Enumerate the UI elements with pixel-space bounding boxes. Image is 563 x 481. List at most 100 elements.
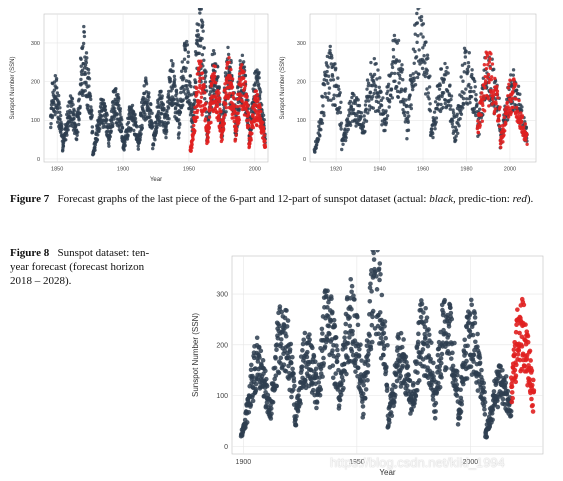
actual-point (414, 70, 418, 74)
actual-point (490, 407, 496, 413)
x-tick-label: 1940 (373, 167, 385, 173)
actual-point (342, 335, 347, 340)
prediction-point (497, 113, 502, 118)
actual-point (313, 366, 319, 372)
actual-point (318, 387, 324, 392)
actual-point (463, 61, 467, 66)
actual-point (216, 75, 220, 79)
actual-point (390, 62, 394, 67)
actual-point (371, 257, 377, 262)
actual-point (413, 32, 417, 36)
x-tick-label: 2000 (463, 459, 479, 466)
actual-point (433, 409, 438, 414)
prediction-point (191, 137, 195, 142)
actual-point (382, 319, 388, 324)
prediction-point (530, 409, 536, 414)
actual-point (458, 117, 462, 121)
prediction-point (520, 114, 525, 118)
actual-point (347, 315, 352, 320)
actual-point (509, 73, 513, 77)
actual-point (366, 111, 370, 115)
actual-point (455, 112, 459, 116)
actual-point (120, 125, 125, 130)
actual-point (395, 59, 399, 63)
actual-point (139, 132, 143, 136)
actual-point (426, 91, 431, 95)
actual-point (432, 110, 437, 114)
actual-point (314, 400, 320, 405)
prediction-point (519, 119, 524, 124)
actual-point (87, 84, 91, 88)
actual-point (448, 107, 452, 111)
actual-point (384, 121, 389, 125)
prediction-point (216, 110, 220, 114)
actual-point (349, 105, 354, 109)
prediction-point (256, 99, 260, 103)
actual-point (349, 283, 355, 289)
prediction-point (203, 107, 208, 111)
actual-point (202, 46, 206, 50)
actual-point (464, 97, 469, 101)
actual-point (188, 101, 193, 105)
prediction-point (530, 377, 536, 383)
actual-point (320, 331, 325, 336)
prediction-point (232, 119, 236, 124)
x-tick-label: 1950 (183, 167, 195, 173)
actual-point (508, 413, 514, 419)
actual-point (505, 388, 511, 394)
actual-point (343, 138, 348, 143)
actual-point (377, 85, 381, 90)
actual-point (143, 112, 147, 116)
actual-point (189, 93, 194, 97)
actual-point (77, 122, 81, 127)
actual-point (79, 57, 83, 61)
actual-point (192, 101, 196, 106)
actual-point (355, 365, 361, 371)
actual-point (122, 148, 126, 152)
prediction-point (225, 66, 229, 70)
actual-point (330, 56, 334, 60)
prediction-point (189, 148, 193, 153)
actual-point (173, 77, 177, 82)
actual-point (393, 79, 397, 83)
prediction-point (244, 107, 248, 111)
actual-point (195, 28, 200, 33)
actual-point (283, 369, 289, 374)
actual-point (369, 339, 375, 345)
prediction-point (246, 124, 251, 128)
actual-point (340, 147, 344, 152)
prediction-point (237, 118, 241, 122)
prediction-point (235, 104, 240, 109)
prediction-point (502, 133, 506, 137)
prediction-point (506, 86, 511, 90)
actual-point (402, 110, 407, 114)
actual-point (322, 111, 326, 115)
prediction-point (213, 74, 217, 79)
actual-point (54, 76, 59, 81)
actual-point (172, 98, 176, 102)
prediction-point (501, 140, 505, 144)
prediction-point (239, 94, 244, 98)
actual-point (203, 80, 208, 84)
actual-point (339, 121, 344, 125)
actual-point (419, 32, 423, 36)
actual-point (465, 343, 470, 349)
actual-point (387, 420, 392, 425)
actual-point (415, 40, 419, 45)
actual-point (422, 43, 427, 47)
actual-point (467, 82, 471, 87)
actual-point (178, 110, 183, 115)
actual-point (201, 29, 205, 33)
actual-point (64, 138, 68, 142)
prediction-point (498, 142, 503, 146)
actual-point (318, 134, 322, 138)
actual-point (116, 92, 120, 97)
actual-point (385, 342, 390, 348)
actual-point (425, 343, 431, 349)
actual-point (429, 127, 434, 131)
actual-point (367, 108, 372, 112)
actual-point (481, 380, 487, 386)
actual-point (331, 78, 336, 82)
prediction-point (218, 123, 223, 128)
actual-point (403, 113, 407, 118)
